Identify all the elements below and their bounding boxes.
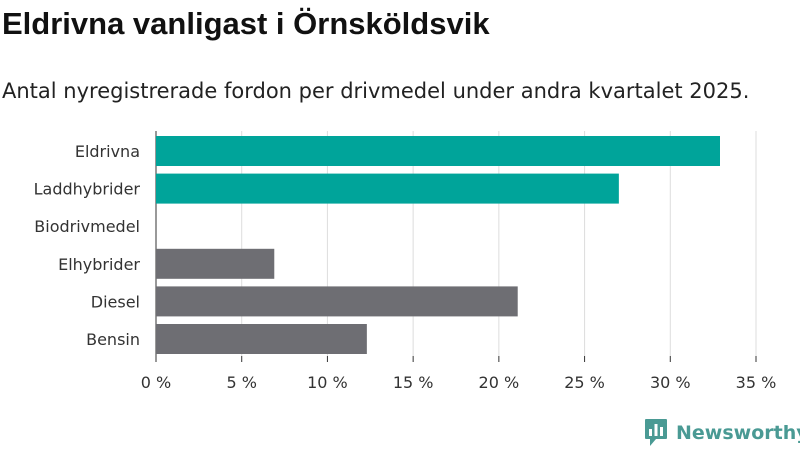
bar-elhybrider [156,248,275,279]
bar-laddhybrider [156,173,619,204]
bar-diesel [156,286,518,317]
category-label: Laddhybrider [34,180,141,199]
bar-bensin [156,324,367,354]
category-label: Diesel [91,292,140,311]
x-axis: 0 % 5 % 10 % 15 % 20 % 25 % 30 % 35 % [141,356,777,392]
chart-title: Eldrivna vanligast i Örnsköldsvik [2,6,490,41]
bars [156,136,720,354]
x-tick-label: 0 % [141,373,171,392]
chart-subtitle: Antal nyregistrerade fordon per drivmede… [2,79,750,103]
category-label: Elhybrider [58,255,140,274]
x-tick-label: 20 % [479,373,520,392]
category-label: Biodrivmedel [34,217,140,236]
newsworthy-logo: Newsworthy [644,418,800,448]
category-label: Eldrivna [75,142,140,161]
gridlines [155,131,757,356]
x-tick-label: 15 % [393,373,434,392]
x-tick-label: 30 % [650,373,691,392]
x-tick-label: 5 % [226,373,256,392]
newsworthy-logo-icon [645,419,667,446]
newsworthy-logo-text: Newsworthy [676,422,800,444]
x-tick-label: 25 % [564,373,605,392]
category-label: Bensin [86,330,140,349]
category-labels: Eldrivna Laddhybrider Biodrivmedel Elhybrid… [34,142,141,349]
x-tick-label: 10 % [307,373,348,392]
x-tick-label: 35 % [736,373,777,392]
bar-eldrivna [156,136,720,166]
